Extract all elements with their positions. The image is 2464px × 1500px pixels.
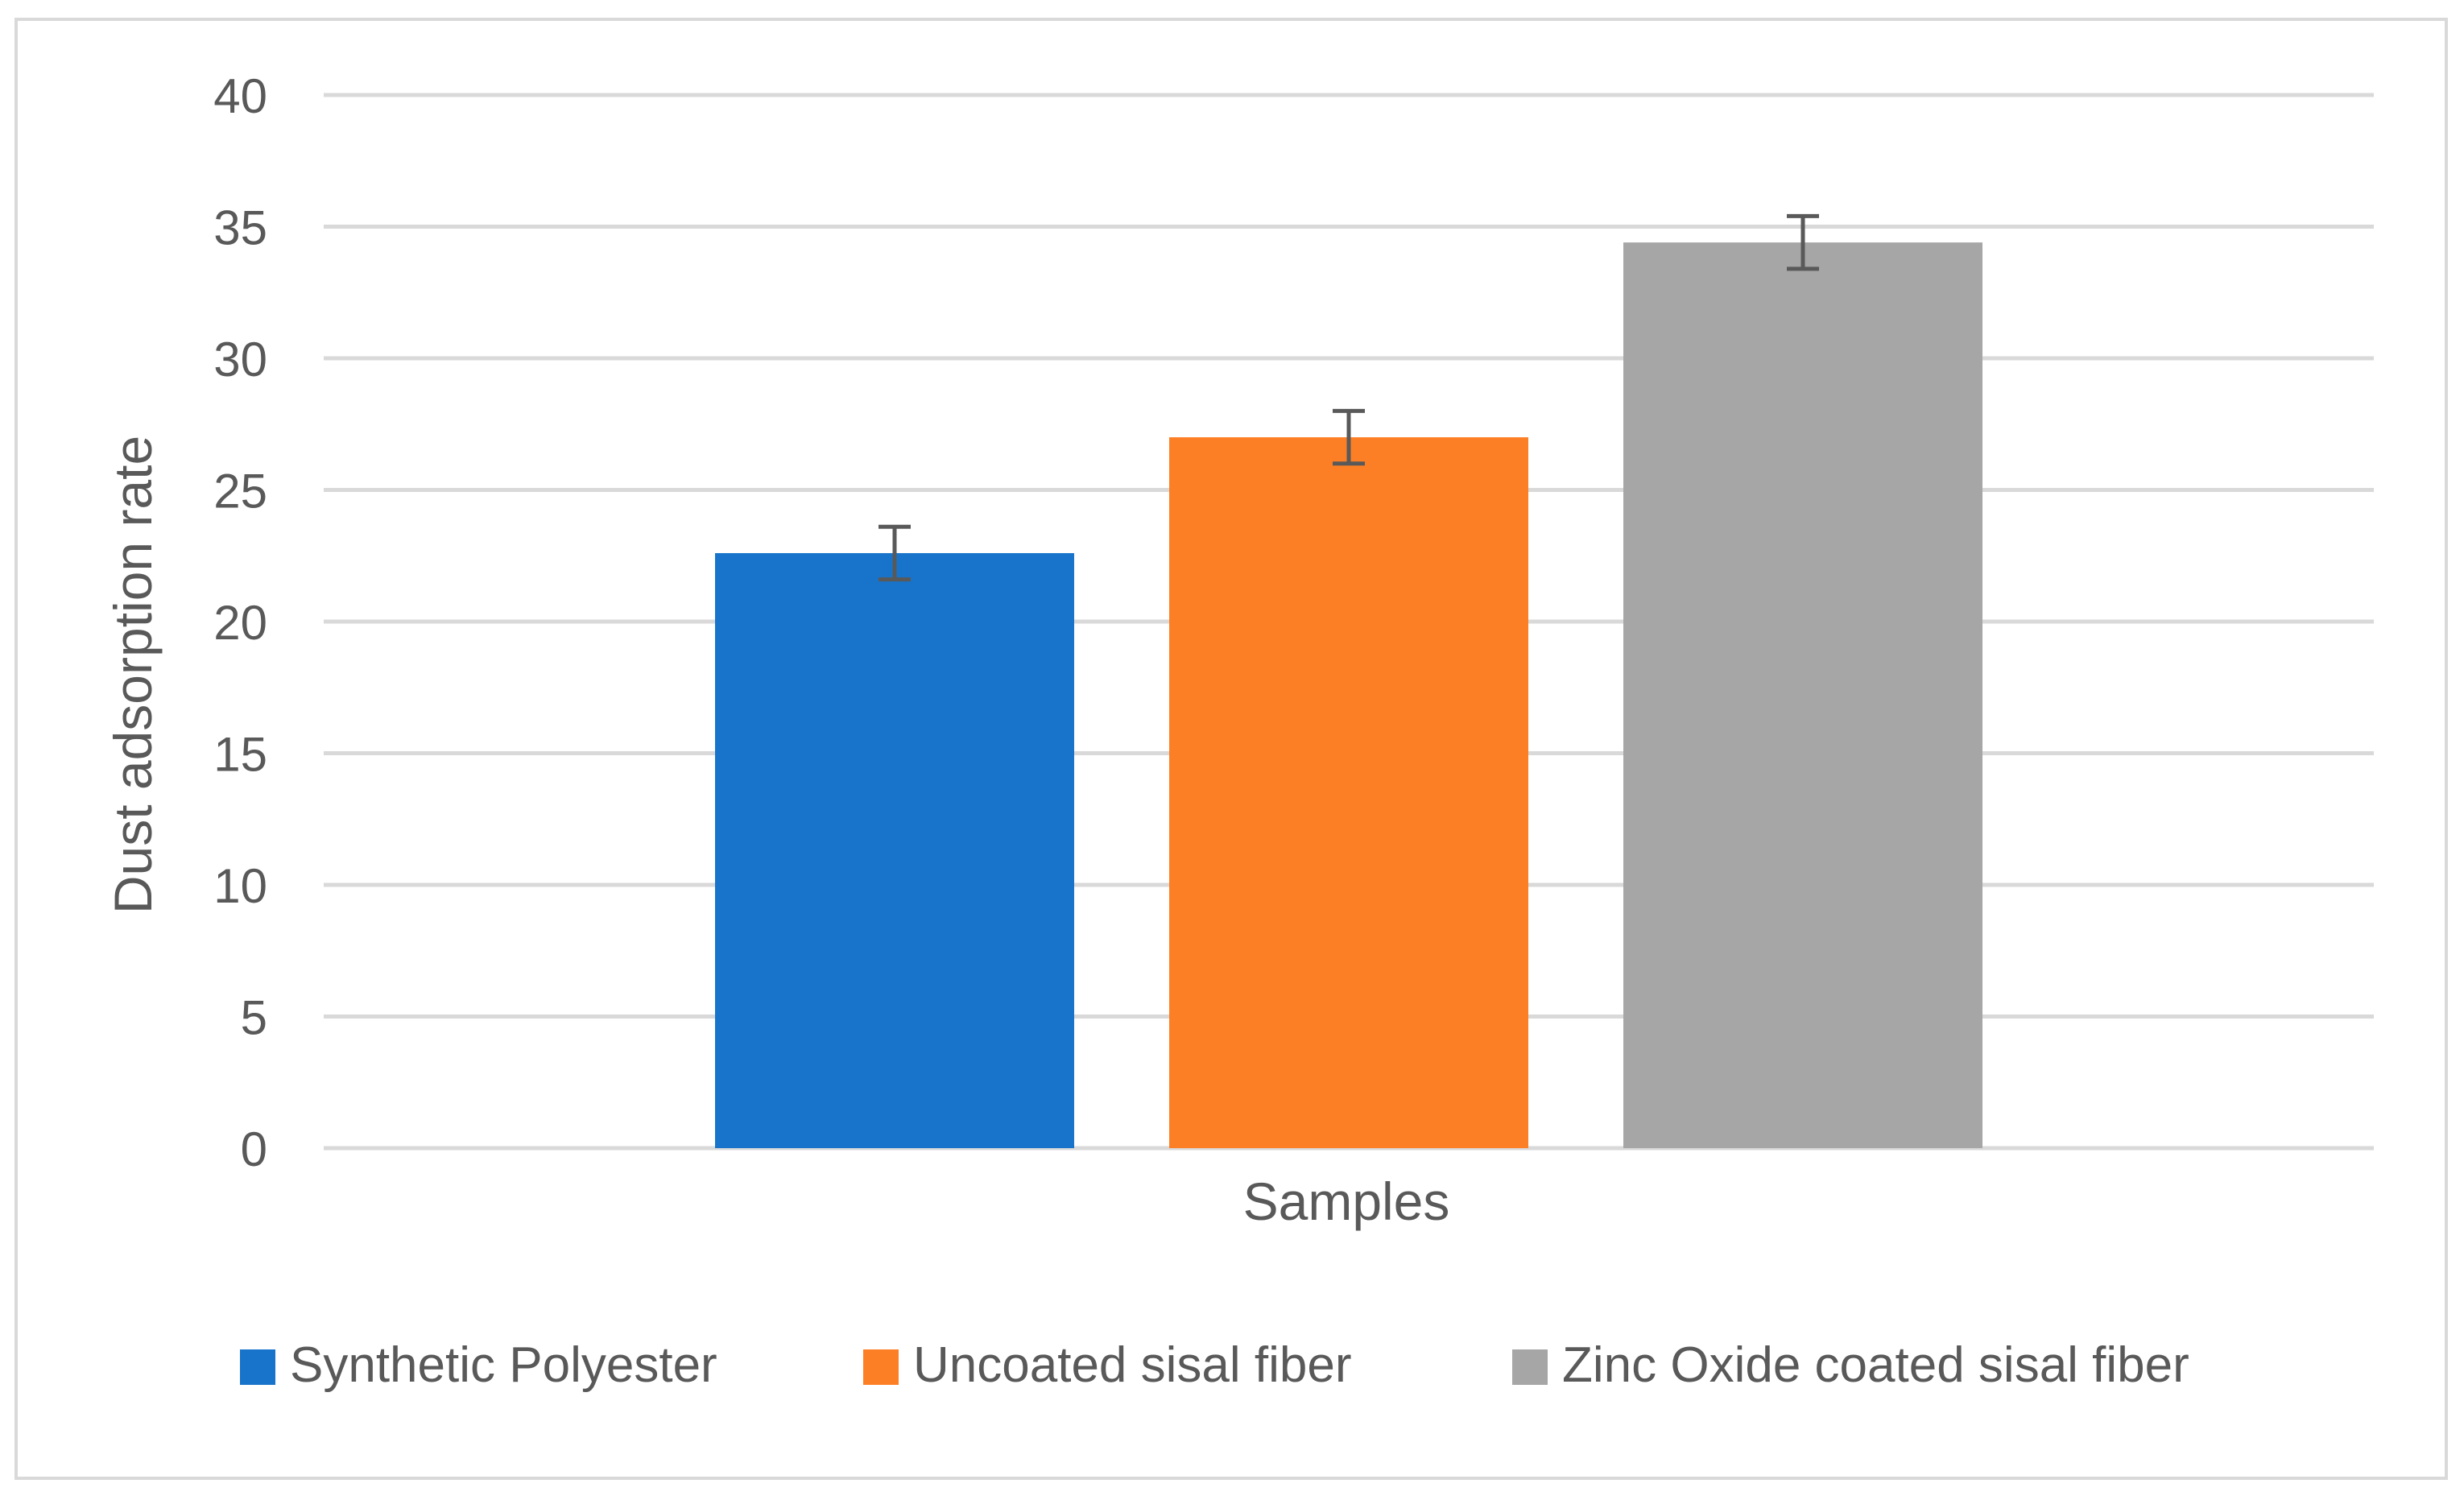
x-axis-label: Samples bbox=[1243, 1171, 1450, 1231]
y-tick-label: 20 bbox=[213, 596, 267, 650]
y-tick-label: 15 bbox=[213, 728, 267, 782]
legend-label: Synthetic Polyester bbox=[290, 1337, 717, 1393]
bar-synthetic-polyester bbox=[715, 552, 1074, 1148]
legend-swatch bbox=[240, 1349, 275, 1385]
legend: Synthetic Polyester Uncoated sisal fiber Z… bbox=[240, 1337, 2189, 1393]
y-tick-label: 40 bbox=[213, 69, 267, 123]
error-bars bbox=[879, 213, 1819, 582]
legend-label: Zinc Oxide coated sisal fiber bbox=[1562, 1337, 2189, 1393]
legend-swatch bbox=[1512, 1349, 1548, 1385]
bar-zinc-oxide-coated-sisal-fiber bbox=[1623, 242, 1982, 1148]
legend-swatch bbox=[863, 1349, 899, 1385]
y-tick-label: 10 bbox=[213, 859, 267, 913]
y-axis-tick-labels: 0 5 10 15 20 25 30 35 40 bbox=[213, 69, 267, 1176]
y-tick-label: 30 bbox=[213, 333, 267, 386]
y-tick-label: 5 bbox=[241, 991, 267, 1045]
y-tick-label: 25 bbox=[213, 465, 267, 519]
bar-uncoated-sisal-fiber bbox=[1169, 437, 1528, 1148]
y-tick-label: 0 bbox=[241, 1122, 267, 1176]
y-axis-label: Dust adsorption rate bbox=[103, 436, 163, 914]
bars bbox=[715, 242, 1982, 1148]
y-tick-label: 35 bbox=[213, 201, 267, 255]
legend-label: Uncoated sisal fiber bbox=[913, 1337, 1352, 1393]
